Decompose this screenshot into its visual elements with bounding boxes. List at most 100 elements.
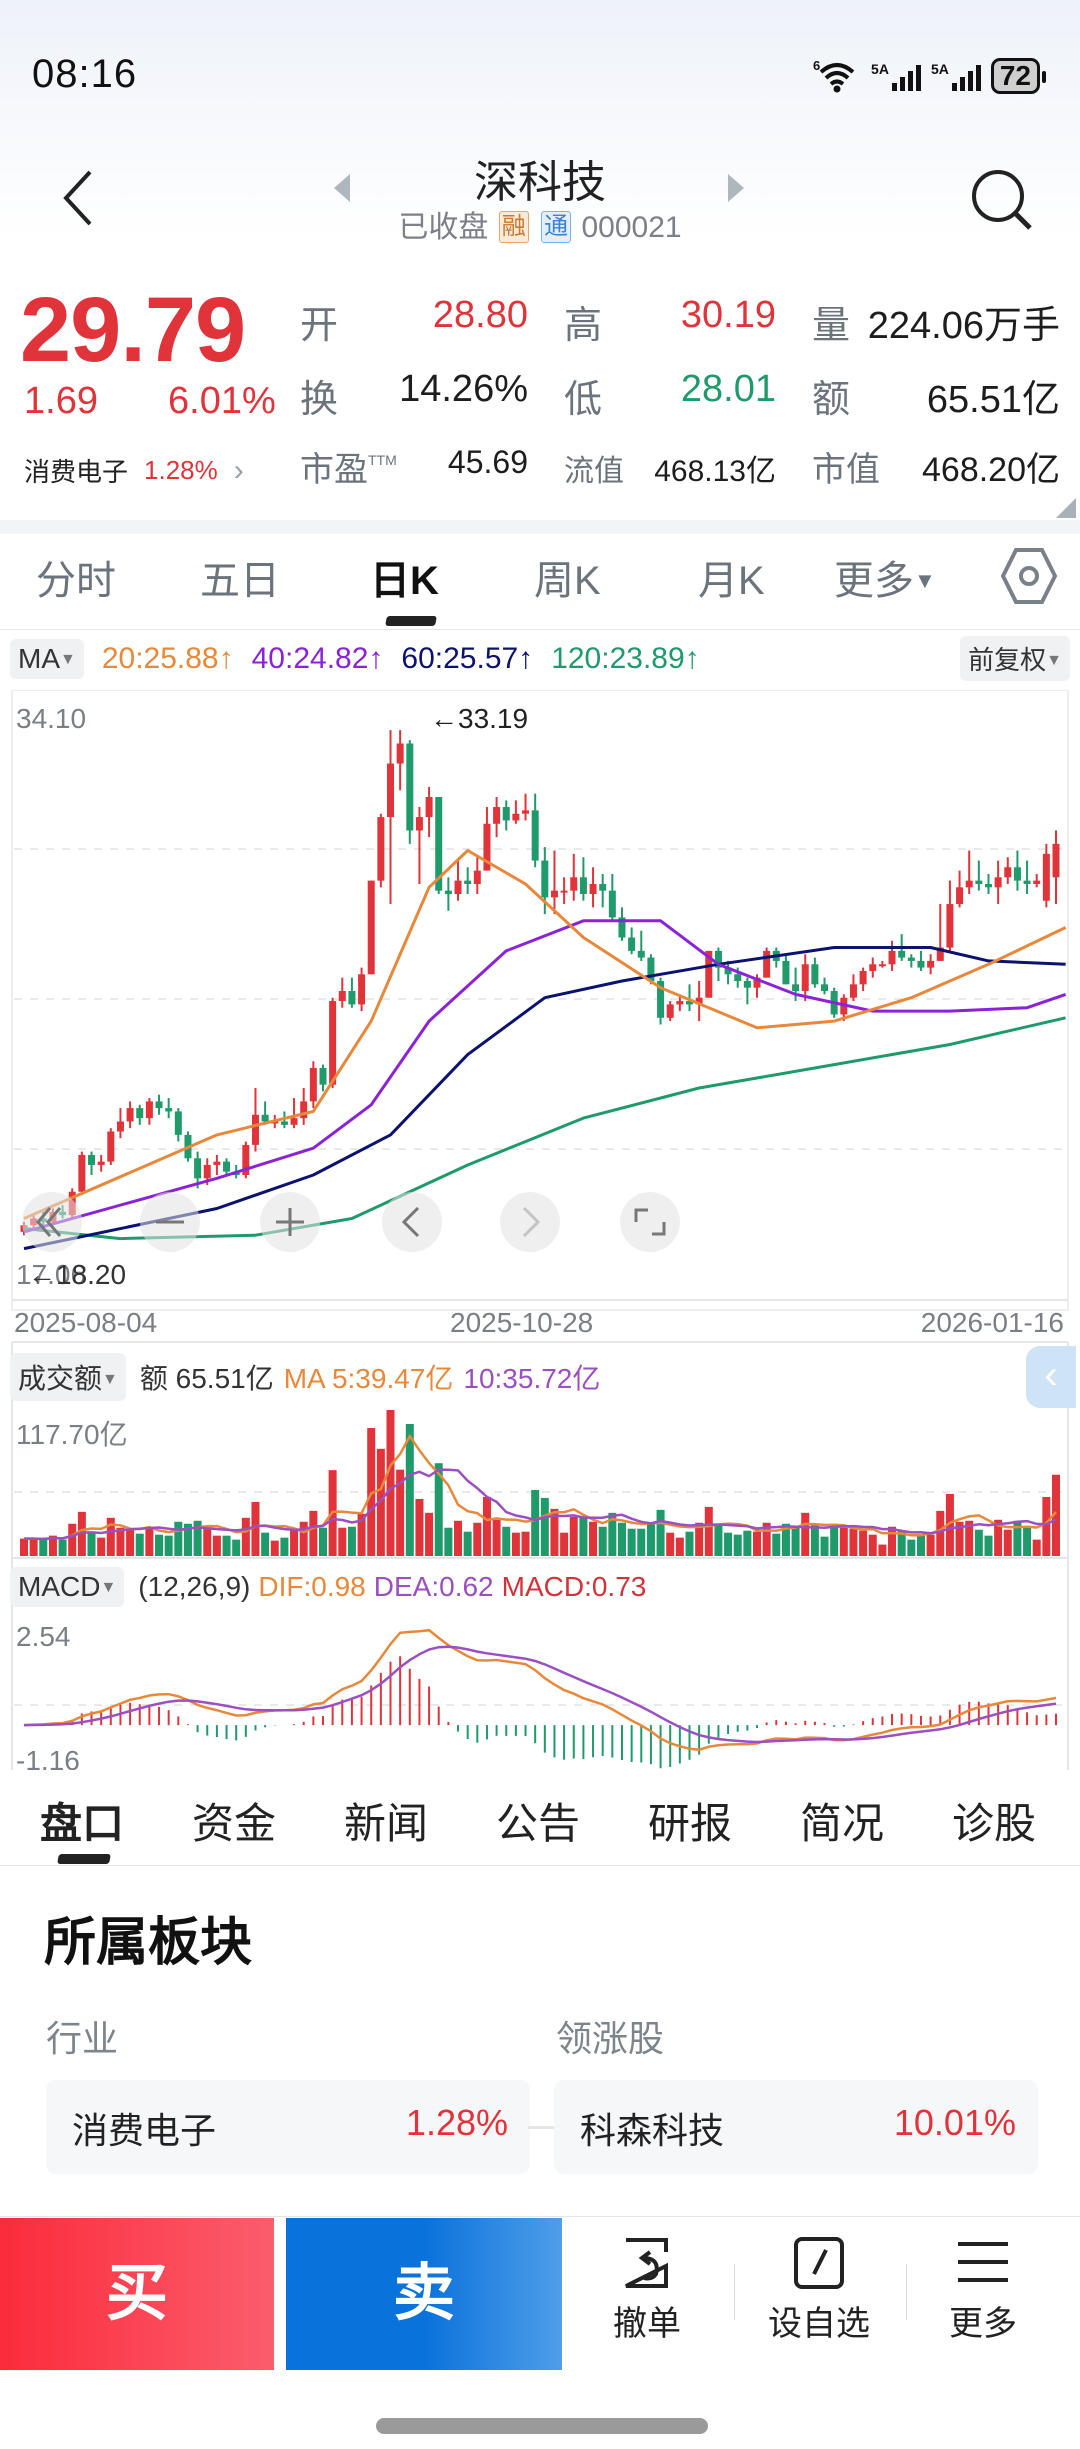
tab-diagnosis[interactable]: 诊股 (952, 1800, 1037, 1847)
next-control-icon[interactable] (500, 1192, 560, 1252)
menu-icon (958, 2242, 1008, 2282)
svg-text:17.06: 17.06 (16, 1259, 86, 1290)
high-value: 30.19 (680, 294, 776, 336)
period-tabs: 分时 五日 日K 周K 月K 更多▼ (0, 534, 1080, 630)
mkt-cap-value: 468.20亿 (922, 451, 1060, 489)
prev-control-icon[interactable] (382, 1192, 442, 1252)
minus-control-icon[interactable] (140, 1192, 200, 1252)
macd-dif: DIF:0.98 (258, 1571, 366, 1602)
volume-amount: 额 65.51亿 (139, 1363, 274, 1394)
info-tabs: 盘口 资金 新闻 公告 研报 简况 诊股 (0, 1776, 1080, 1866)
divider (734, 2264, 735, 2320)
price-change-pct: 6.01% (168, 380, 276, 422)
active-tab-indicator (57, 1854, 111, 1864)
tab-funds[interactable]: 资金 (192, 1800, 277, 1847)
sell-button[interactable]: 卖 (286, 2218, 562, 2370)
volume-legend: 成交额▼ 额 65.51亿 MA 5:39.47亿 10:35.72亿 (10, 1353, 601, 1401)
margin-tag: 融 (498, 211, 529, 243)
ma40-value: 40:24.82↑ (251, 642, 384, 675)
expand-corner-icon[interactable] (1056, 498, 1076, 518)
more-label: 更多 (949, 2305, 1017, 2343)
signal-icon-sim1: 5A (871, 61, 921, 91)
rewind-control-icon[interactable] (22, 1192, 82, 1252)
macd-value: MACD:0.73 (501, 1571, 647, 1602)
next-stock-arrow-icon[interactable] (728, 174, 744, 202)
volume-ma10: 10:35.72亿 (463, 1363, 601, 1394)
float-cap-label: 流值 (564, 455, 624, 488)
home-indicator[interactable] (376, 2418, 708, 2434)
divider (906, 2264, 907, 2320)
last-price: 29.79 (20, 279, 246, 381)
tab-announcements[interactable]: 公告 (496, 1800, 581, 1847)
collapse-panel-button[interactable]: ‹ (1026, 1346, 1076, 1408)
stock-subtitle: 已收盘 融 通 000021 (0, 202, 1080, 246)
tab-order-book[interactable]: 盘口 (40, 1800, 125, 1847)
industry-label: 行业 (46, 2018, 119, 2059)
ma-legend: MA▼ 20:25.88↑ 40:24.82↑ 60:25.57↑ 120:23… (10, 636, 1070, 682)
ma60-value: 60:25.57↑ (401, 642, 534, 675)
adjust-selector[interactable]: 前复权▼ (960, 636, 1070, 681)
volume-label: 量 (812, 305, 851, 347)
full-control-icon[interactable] (620, 1192, 680, 1252)
tab-five-day[interactable]: 五日 (200, 559, 280, 603)
sector-pct: 1.28% (144, 455, 218, 485)
chevron-right-icon: › (233, 453, 244, 487)
leader-name: 科森科技 (580, 2110, 725, 2151)
edit-icon (794, 2237, 844, 2289)
industry-name: 消费电子 (72, 2110, 217, 2151)
back-icon[interactable] (58, 168, 98, 228)
ma120-value: 120:23.89↑ (551, 642, 700, 675)
status-bar: 08:16 6 5A 5A 72 (0, 0, 1080, 150)
svg-text:2026-01-16: 2026-01-16 (921, 1307, 1064, 1338)
svg-text:117.70亿: 117.70亿 (16, 1419, 128, 1450)
macd-legend: MACD▼ (12,26,9) DIF:0.98 DEA:0.62 MACD:0… (10, 1564, 646, 1610)
tab-research[interactable]: 研报 (648, 1800, 733, 1847)
macd-params: (12,26,9) (138, 1571, 251, 1602)
open-label: 开 (300, 305, 339, 347)
stock-header: 深科技 已收盘 融 通 000021 (0, 140, 1080, 250)
market-status: 已收盘 (398, 211, 489, 244)
high-label: 高 (564, 305, 603, 347)
cancel-order-button[interactable]: 撤单 (572, 2236, 722, 2356)
mkt-cap-label: 市值 (812, 451, 880, 489)
industry-card[interactable]: 消费电子 1.28% (46, 2080, 530, 2174)
cancel-order-icon (625, 2238, 668, 2288)
industry-pct: 1.28% (405, 2102, 508, 2143)
tab-more[interactable]: 更多▼ (834, 559, 936, 603)
plus-control-icon[interactable] (260, 1192, 320, 1252)
prev-stock-arrow-icon[interactable] (334, 174, 350, 202)
buy-button[interactable]: 买 (0, 2218, 274, 2370)
leader-pct: 10.01% (893, 2102, 1016, 2143)
volume-value: 224.06万手 (867, 305, 1060, 347)
tab-intraday[interactable]: 分时 (36, 559, 116, 603)
tab-news[interactable]: 新闻 (344, 1800, 429, 1847)
search-icon[interactable] (966, 164, 1036, 234)
tab-daily-k[interactable]: 日K (370, 559, 439, 603)
add-watchlist-button[interactable]: 设自选 (744, 2236, 894, 2356)
caret-down-icon: ▼ (914, 568, 936, 593)
svg-text:←33.19: ←33.19 (430, 703, 528, 734)
turnover-label: 换 (300, 379, 339, 421)
active-tab-indicator (385, 616, 437, 626)
section-divider (0, 520, 1080, 534)
more-button[interactable]: 更多 (908, 2236, 1058, 2356)
main-chart-frame (11, 689, 1069, 1311)
sector-name: 消费电子 (24, 457, 129, 487)
svg-text:6: 6 (813, 58, 820, 73)
status-time: 08:16 (32, 52, 138, 96)
leader-card[interactable]: 科森科技 10.01% (554, 2080, 1038, 2174)
cancel-order-label: 撤单 (613, 2305, 681, 2343)
status-icons: 6 5A 5A 72 (813, 58, 1047, 94)
chart-settings-icon[interactable] (1000, 546, 1058, 606)
tab-profile[interactable]: 简况 (800, 1800, 885, 1847)
sector-link[interactable]: 消费电子 1.28% › (24, 452, 244, 489)
tab-weekly-k[interactable]: 周K (534, 559, 601, 603)
stock-name: 深科技 (474, 158, 606, 207)
volume-indicator-selector[interactable]: 成交额▼ (10, 1353, 126, 1401)
amount-label: 额 (812, 379, 851, 421)
wifi-icon: 6 (813, 58, 855, 93)
macd-indicator-selector[interactable]: MACD▼ (10, 1567, 125, 1607)
tab-monthly-k[interactable]: 月K (698, 559, 765, 603)
ma-selector[interactable]: MA▼ (10, 639, 84, 679)
low-value: 28.01 (680, 368, 776, 410)
